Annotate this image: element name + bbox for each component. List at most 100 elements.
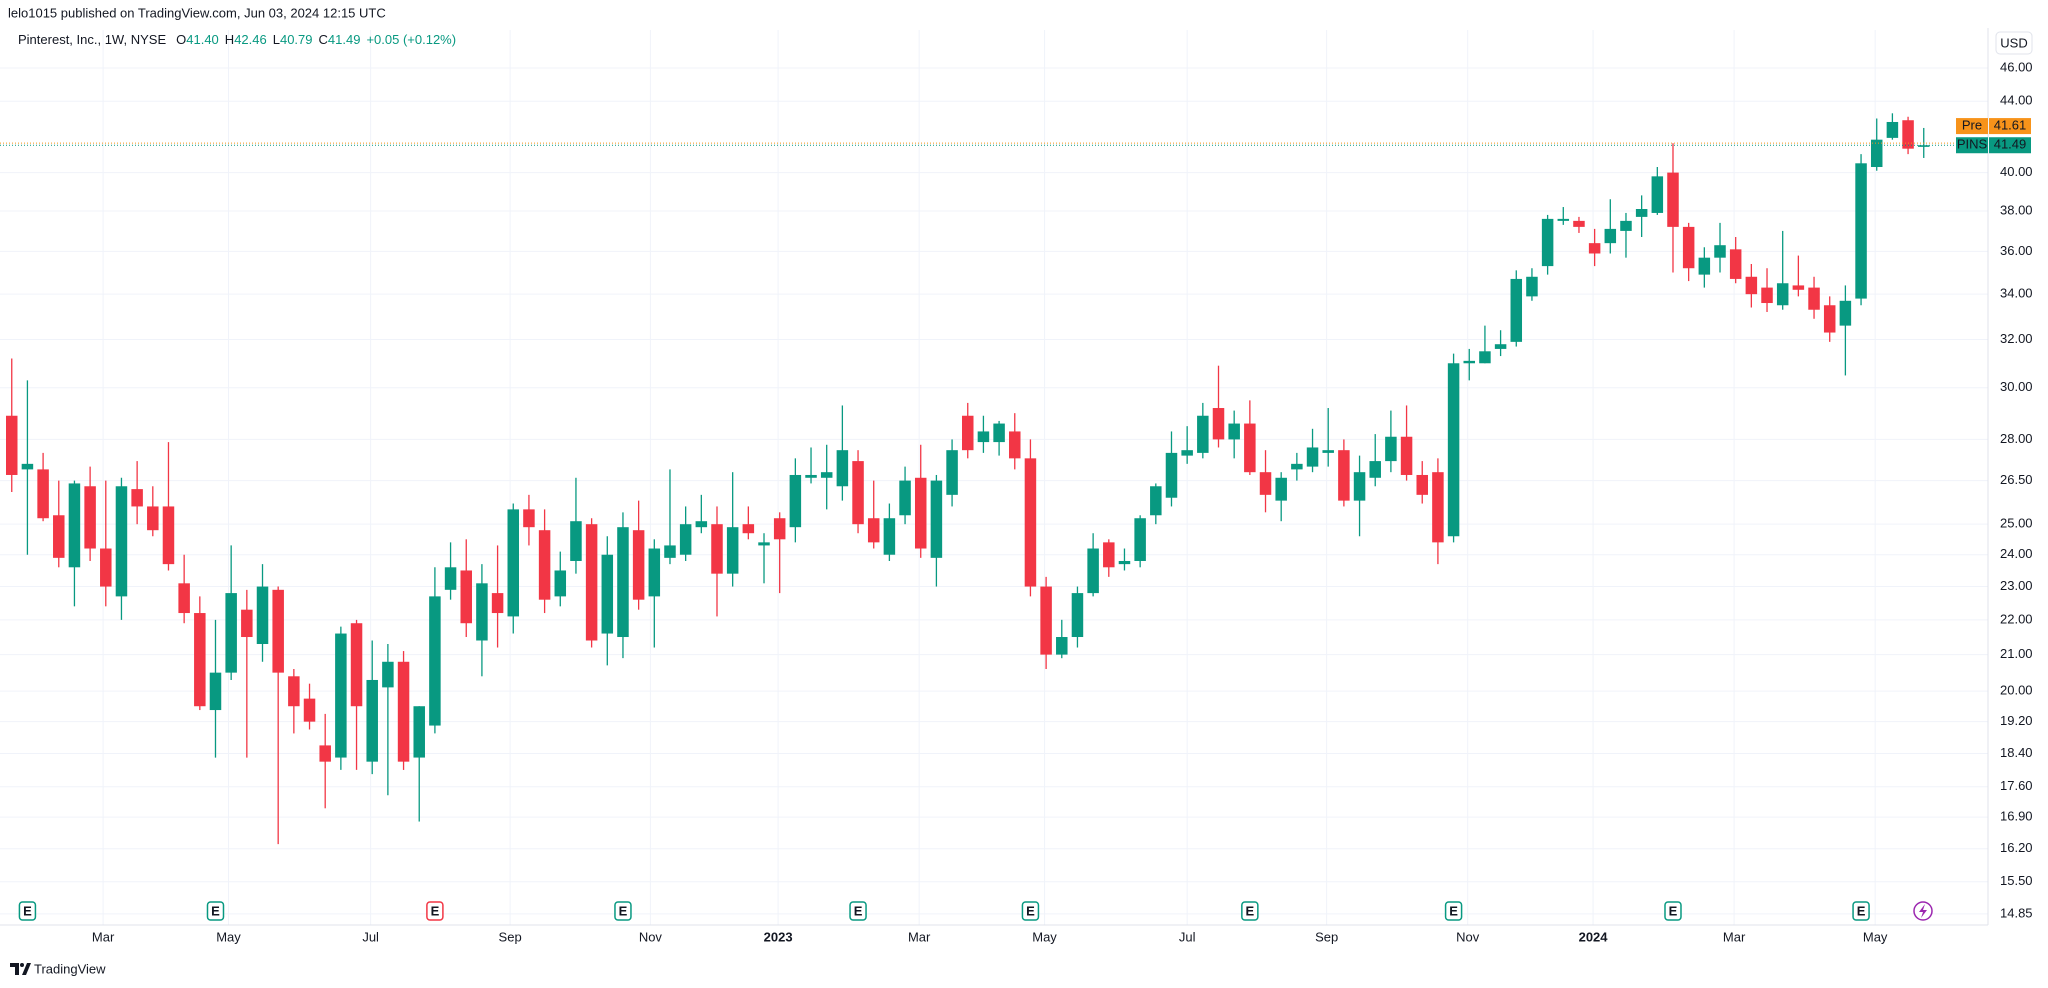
currency-box[interactable] <box>1995 31 2033 55</box>
candle-body <box>1604 228 1617 244</box>
candle-body <box>1494 344 1507 349</box>
candle-body <box>601 554 614 634</box>
candle-body <box>1573 220 1585 227</box>
candle-body <box>585 524 598 641</box>
candle-body <box>1682 226 1695 269</box>
symbol: Pinterest, Inc., 1W, NYSE <box>18 32 166 47</box>
candle-body <box>523 509 535 528</box>
candle-body <box>1479 351 1491 364</box>
candle-body <box>1855 163 1867 299</box>
price-label-box <box>1989 137 2031 154</box>
y-tick-label: 20.00 <box>2000 683 2033 698</box>
earnings-label: E <box>1246 903 1255 918</box>
h-label: H <box>225 32 234 47</box>
candle-body <box>1306 447 1319 467</box>
candle-body <box>1776 283 1789 306</box>
x-tick-label: Nov <box>1456 929 1480 944</box>
y-tick-label: 24.00 <box>2000 546 2033 561</box>
earnings-marker <box>1021 901 1040 921</box>
candle-body <box>1150 486 1162 516</box>
candle-body <box>1416 474 1428 495</box>
candle-body <box>241 609 253 638</box>
earnings-label: E <box>1449 903 1458 918</box>
x-tick-label: May <box>1863 929 1888 944</box>
c-label: C <box>319 32 328 47</box>
candle-body <box>507 509 520 617</box>
candle-body <box>1228 423 1240 440</box>
candle-body <box>303 698 316 722</box>
price-label-value: 41.61 <box>1994 118 2027 133</box>
price-label-name: PINS <box>1957 137 1988 152</box>
candle-body <box>100 548 112 587</box>
candle-body <box>648 548 661 597</box>
y-tick-label: 15.50 <box>2000 873 2033 888</box>
x-tick-label: 2024 <box>1579 929 1609 944</box>
candle-body <box>538 530 551 600</box>
candle-body <box>836 450 849 487</box>
x-tick-label: May <box>216 929 241 944</box>
candle-body <box>37 469 49 519</box>
candle-body <box>1291 463 1303 470</box>
candle-body <box>131 489 143 507</box>
earnings-label: E <box>854 903 863 918</box>
footer: TradingView <box>34 961 106 976</box>
y-tick-label: 21.00 <box>2000 646 2033 661</box>
candle-body <box>1729 249 1742 279</box>
candle-body <box>1761 287 1773 304</box>
candle-body <box>899 480 911 516</box>
earnings-label: E <box>23 903 32 918</box>
candle-body <box>867 518 880 543</box>
y-tick-label: 30.00 <box>2000 379 2033 394</box>
candle-body <box>1541 218 1554 267</box>
candle-body <box>21 463 34 470</box>
earnings-label: E <box>1026 903 1035 918</box>
x-tick-label: 2023 <box>764 929 793 944</box>
tv-logo <box>10 963 31 975</box>
candle-body <box>1369 461 1381 478</box>
price-label-name-box <box>1956 137 1988 154</box>
earnings-label: E <box>1669 903 1678 918</box>
earnings-label: E <box>619 903 628 918</box>
candle-body <box>1009 431 1021 459</box>
candle-body <box>726 527 739 574</box>
y-tick-label: 32.00 <box>2000 331 2033 346</box>
candle-body <box>1698 257 1711 275</box>
axes: 14.85 15.50 16.20 16.90 17.60 18.40 19.20 20.00… <box>92 59 2033 944</box>
y-tick-label: 17.60 <box>2000 778 2033 793</box>
y-tick-label: 26.50 <box>2000 472 2033 487</box>
candle-body <box>115 486 128 597</box>
candle-body <box>194 613 206 707</box>
candle-body <box>664 545 676 558</box>
candle-body <box>84 486 96 549</box>
candle-body <box>820 472 833 478</box>
x-tick-label: May <box>1032 929 1057 944</box>
header: lelo1015 published on TradingView.com, J… <box>8 5 386 20</box>
candle-body <box>1635 209 1648 217</box>
alert-icon[interactable] <box>1913 901 1933 921</box>
candle-body <box>1338 450 1350 501</box>
y-tick-label: 44.00 <box>2000 93 2033 108</box>
l-label: L <box>273 32 280 47</box>
price-label-box <box>1989 118 2031 135</box>
candle-body <box>1510 278 1523 342</box>
candle-body <box>256 586 269 645</box>
candle-body <box>319 745 331 762</box>
candle-body <box>460 570 472 624</box>
y-tick-label: 16.20 <box>2000 840 2033 855</box>
price-label-name-box <box>1956 118 1988 135</box>
earnings-label: E <box>431 903 440 918</box>
earnings-marker <box>849 901 867 921</box>
candle-body <box>476 583 488 641</box>
y-tick-label: 28.00 <box>2000 431 2033 446</box>
candle-body <box>1823 305 1836 333</box>
candle-body <box>288 676 300 707</box>
candle-body <box>1103 542 1115 568</box>
candle-body <box>225 593 237 673</box>
y-tick-label: 23.00 <box>2000 578 2033 593</box>
candle-body <box>1714 245 1726 258</box>
candle-body <box>397 661 410 762</box>
y-tick-label: 22.00 <box>2000 611 2033 626</box>
price-label-name: Pre <box>1962 118 1982 133</box>
earnings-marker <box>1664 901 1682 921</box>
